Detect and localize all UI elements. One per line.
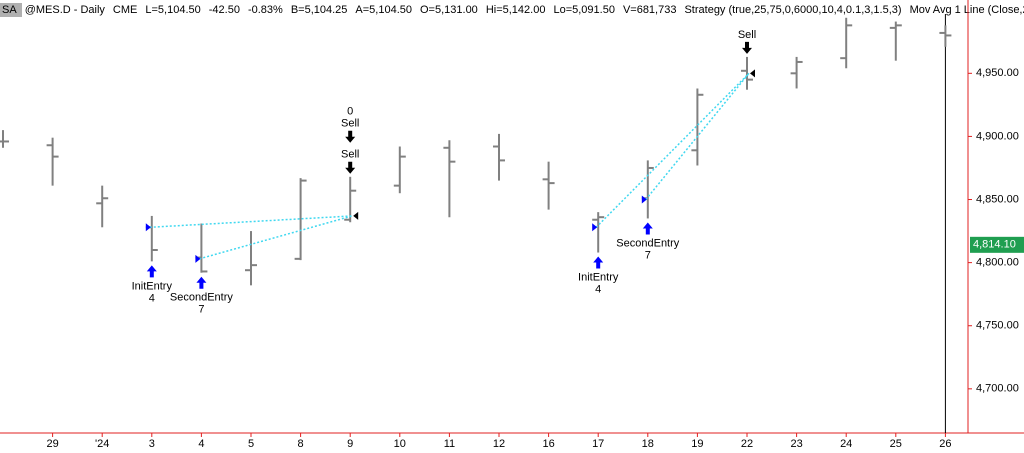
exit-label: Sell: [738, 29, 756, 41]
x-tick-label: 9: [347, 438, 353, 450]
entry-marker: [145, 223, 151, 232]
entry-qty: 7: [645, 249, 651, 261]
entry-marker: [592, 223, 598, 232]
entry-marker: [641, 195, 647, 204]
entry-qty: 4: [595, 283, 601, 295]
x-tick-label: 17: [592, 438, 604, 450]
header-item: Lo=5,091.50: [553, 4, 614, 16]
x-tick-label: 10: [394, 438, 406, 450]
entry-label: InitEntry: [578, 271, 619, 283]
x-tick-label: 24: [840, 438, 852, 450]
x-tick-label: 23: [790, 438, 802, 450]
exit-arrow: [345, 130, 356, 143]
x-tick-label: 18: [642, 438, 654, 450]
y-tick-label: 4,850.00: [976, 193, 1019, 205]
entry-arrow: [146, 265, 157, 278]
header-item: Hi=5,142.00: [486, 4, 546, 16]
x-tick-label: 22: [741, 438, 753, 450]
y-tick-label: 4,900.00: [976, 130, 1019, 142]
x-tick-label: 26: [939, 438, 951, 450]
header-item: @MES.D - Daily: [25, 4, 106, 16]
entry-arrow: [642, 222, 653, 235]
y-tick-label: 4,800.00: [976, 257, 1019, 269]
entry-label: InitEntry: [132, 280, 173, 292]
last-price-box: [970, 236, 1024, 253]
entry-label: SecondEntry: [616, 237, 679, 249]
trade-link: [645, 72, 750, 200]
x-tick-label: 19: [691, 438, 703, 450]
exit-arrow: [742, 41, 752, 54]
x-tick-label: 16: [542, 438, 554, 450]
entry-arrow: [593, 256, 604, 269]
x-tick-label: 4: [198, 438, 204, 450]
header-item: A=5,104.50: [355, 4, 412, 16]
header-item: Strategy (true,25,75,0,6000,10,4,0.1,3,1…: [684, 4, 901, 16]
exit-arrow: [345, 161, 356, 174]
x-tick-label: 29: [46, 438, 58, 450]
entry-qty: 7: [198, 304, 204, 316]
x-tick-label: 25: [890, 438, 902, 450]
entry-label: SecondEntry: [170, 292, 233, 304]
exit-label: Sell: [341, 149, 359, 161]
x-tick-label: 5: [248, 438, 254, 450]
y-tick-label: 4,700.00: [976, 383, 1019, 395]
x-tick-label: 11: [444, 438, 455, 450]
exit-marker: [353, 211, 359, 220]
trade-link: [199, 215, 353, 260]
exit-marker: [750, 69, 755, 78]
header-item: SA: [2, 4, 17, 16]
x-tick-label: 8: [298, 438, 304, 450]
trade-link: [149, 215, 353, 229]
y-tick-label: 4,750.00: [976, 320, 1019, 332]
header-item: -0.83%: [248, 4, 283, 16]
trade-link: [595, 72, 750, 228]
last-price-label: 4,814.10: [973, 239, 1016, 251]
entry-marker: [195, 254, 201, 263]
x-tick-label: 12: [493, 438, 505, 450]
x-tick-label: '24: [95, 438, 109, 450]
exit-label: 0: [347, 106, 353, 118]
entry-arrow: [196, 276, 207, 289]
header-item: V=681,733: [623, 4, 677, 16]
header-item: B=5,104.25: [291, 4, 348, 16]
header-item: -42.50: [209, 4, 240, 16]
header-item: O=5,131.00: [420, 4, 478, 16]
exit-label: Sell: [341, 118, 359, 130]
header-item: L=5,104.50: [145, 4, 200, 16]
x-tick-label: 3: [149, 438, 155, 450]
y-tick-label: 4,950.00: [976, 67, 1019, 79]
header-item: Mov Avg 1 Line (Close,200,0): [910, 4, 1024, 16]
header-item: CME: [113, 4, 137, 16]
symbol-badge: [0, 3, 22, 17]
entry-qty: 4: [149, 292, 155, 304]
